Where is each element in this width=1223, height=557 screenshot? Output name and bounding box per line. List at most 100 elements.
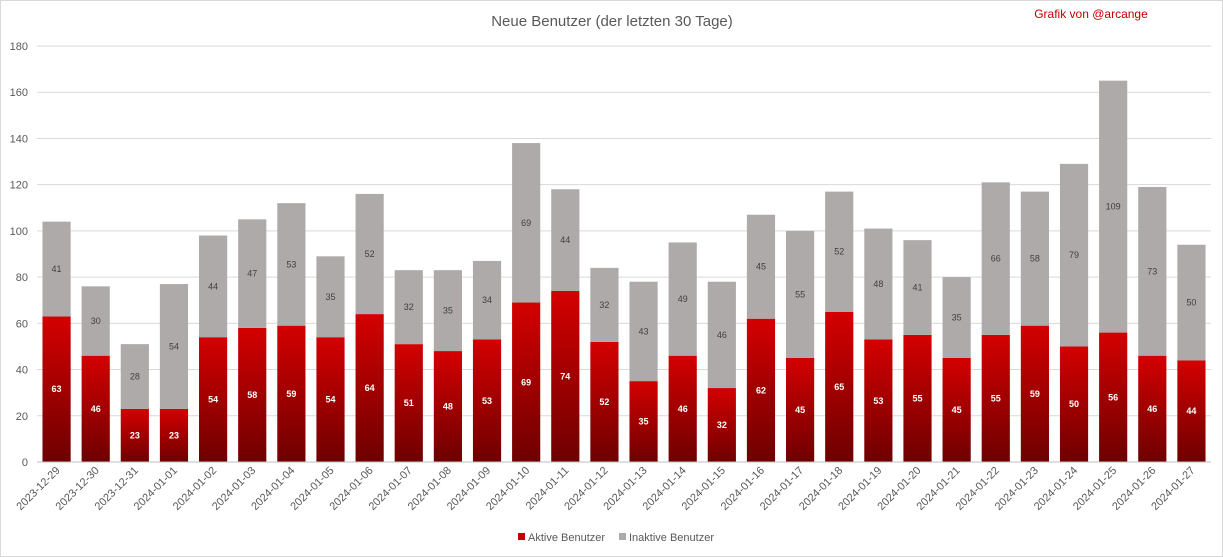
bar-active: [746, 318, 776, 462]
data-label-active: 46: [678, 404, 688, 414]
bar-active: [355, 314, 384, 462]
bar-inactive: [199, 235, 228, 338]
bar-inactive: [472, 260, 502, 340]
bar-active: [277, 325, 306, 462]
bar-inactive: [629, 281, 658, 382]
bar-active: [433, 351, 462, 462]
bar-inactive: [668, 242, 697, 356]
data-label-inactive: 41: [912, 283, 922, 293]
data-label-active: 65: [834, 382, 844, 392]
data-label-inactive: 35: [443, 306, 453, 316]
bar-inactive: [159, 284, 189, 409]
data-label-active: 55: [912, 393, 922, 403]
bar-inactive: [786, 230, 815, 358]
bar-inactive: [1177, 244, 1206, 361]
bar-active: [159, 408, 189, 462]
legend-swatch-active: [518, 533, 525, 540]
bar-inactive: [1059, 163, 1089, 347]
bar-active: [472, 339, 502, 462]
data-label-active: 64: [365, 383, 375, 393]
bar-active: [394, 344, 423, 462]
bar-inactive: [981, 182, 1010, 335]
y-tick-label: 120: [10, 180, 28, 192]
legend: Aktive Benutzer Inaktive Benutzer: [518, 532, 714, 544]
bar-active: [1138, 355, 1167, 462]
data-label-inactive: 44: [208, 281, 218, 291]
y-tick-label: 180: [10, 41, 28, 53]
bar-inactive: [1099, 80, 1128, 333]
data-label-active: 62: [756, 385, 766, 395]
bar-active: [238, 327, 267, 462]
data-label-inactive: 66: [991, 254, 1001, 264]
bar-active: [942, 358, 971, 462]
bar-active: [1059, 346, 1089, 462]
bar-inactive: [825, 191, 854, 312]
data-label-inactive: 50: [1186, 298, 1196, 308]
bar-active: [1020, 325, 1049, 462]
data-label-active: 63: [52, 384, 62, 394]
data-label-inactive: 48: [873, 279, 883, 289]
data-label-active: 52: [599, 397, 609, 407]
bar-active: [42, 316, 71, 462]
bar-inactive: [1020, 191, 1049, 326]
data-label-inactive: 52: [834, 247, 844, 257]
data-label-inactive: 35: [952, 313, 962, 323]
data-label-active: 74: [560, 371, 570, 381]
data-label-active: 54: [208, 395, 218, 405]
data-label-active: 45: [952, 405, 962, 415]
y-tick-label: 140: [10, 133, 28, 145]
data-label-inactive: 34: [482, 295, 492, 305]
data-label-inactive: 55: [795, 289, 805, 299]
data-label-active: 54: [325, 395, 335, 405]
bar-active: [981, 334, 1010, 462]
data-label-inactive: 44: [560, 235, 570, 245]
data-label-active: 23: [169, 430, 179, 440]
bar-inactive: [433, 270, 462, 352]
bar-inactive: [590, 267, 619, 342]
bar-active: [707, 388, 736, 462]
bar-active: [786, 358, 815, 462]
data-label-active: 46: [91, 404, 101, 414]
data-label-active: 35: [639, 417, 649, 427]
bar-inactive: [707, 281, 736, 389]
bar-inactive: [864, 228, 893, 340]
data-label-inactive: 35: [325, 292, 335, 302]
bar-inactive: [394, 270, 423, 345]
data-label-active: 53: [482, 396, 492, 406]
bar-active: [1099, 332, 1128, 462]
data-label-inactive: 54: [169, 341, 179, 351]
bar-inactive: [42, 221, 71, 317]
bar-inactive: [355, 193, 384, 315]
data-label-inactive: 79: [1069, 250, 1079, 260]
data-label-inactive: 46: [717, 330, 727, 340]
legend-label-active: Aktive Benutzer: [528, 532, 605, 544]
data-label-active: 50: [1069, 399, 1079, 409]
data-label-inactive: 73: [1147, 266, 1157, 276]
data-label-inactive: 32: [404, 302, 414, 312]
bar-active: [825, 311, 854, 462]
data-label-active: 55: [991, 393, 1001, 403]
bar-active: [316, 337, 345, 462]
data-label-inactive: 43: [639, 326, 649, 336]
bar-active: [551, 290, 580, 462]
bar-active: [590, 341, 619, 462]
data-label-active: 51: [404, 398, 414, 408]
data-label-inactive: 52: [365, 249, 375, 259]
data-label-inactive: 53: [286, 259, 296, 269]
bar-inactive: [238, 219, 267, 328]
bar-active: [120, 408, 149, 462]
chart-credit: Grafik von @arcange: [1034, 7, 1148, 21]
data-label-inactive: 45: [756, 262, 766, 272]
data-label-inactive: 58: [1030, 254, 1040, 264]
bar-active: [512, 302, 541, 462]
data-label-active: 69: [521, 377, 531, 387]
data-label-inactive: 69: [521, 218, 531, 228]
y-tick-label: 100: [10, 226, 28, 238]
bar-active: [864, 339, 893, 462]
bar-active: [629, 381, 658, 462]
data-label-inactive: 28: [130, 371, 140, 381]
data-label-active: 58: [247, 390, 257, 400]
bar-active: [81, 355, 110, 462]
data-label-inactive: 32: [599, 300, 609, 310]
